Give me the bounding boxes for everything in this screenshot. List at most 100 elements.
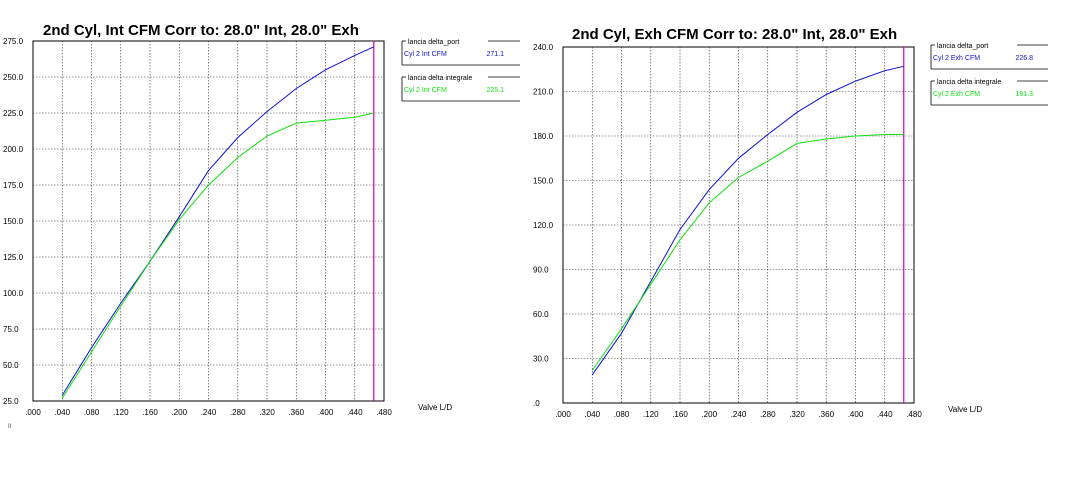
data-point <box>373 112 375 114</box>
legend-entry-value: 271.1 <box>486 51 504 58</box>
x-tick-label: .080 <box>614 410 630 419</box>
data-point <box>679 239 681 241</box>
data-point <box>324 119 326 121</box>
y-tick-label: 50.0 <box>3 361 19 370</box>
legend-series-name: lancia delta integrale <box>937 79 1001 86</box>
exh-cfm-chart: 2nd Cyl, Exh CFM Corr to: 28.0" Int, 28.… <box>533 26 1048 419</box>
x-tick-label: .280 <box>760 410 776 419</box>
data-point <box>295 122 297 124</box>
data-point <box>796 142 798 144</box>
data-point <box>373 46 375 48</box>
data-point <box>903 133 905 135</box>
y-tick-label: 100.0 <box>3 289 24 298</box>
data-point <box>266 110 268 112</box>
legend-series-name: lancia delta_port <box>937 43 988 50</box>
x-tick-label: .120 <box>643 410 659 419</box>
y-tick-label: 150.0 <box>533 177 554 186</box>
data-point <box>737 176 739 178</box>
data-point <box>825 138 827 140</box>
x-tick-label: .480 <box>376 408 392 417</box>
footer-mark: II <box>8 424 12 430</box>
x-tick-label: .280 <box>230 408 246 417</box>
x-tick-label: .000 <box>25 408 41 417</box>
series-line-2 <box>591 134 904 371</box>
data-point <box>708 202 710 204</box>
data-point <box>90 347 92 349</box>
y-tick-label: 250.0 <box>3 73 24 82</box>
data-point <box>295 87 297 89</box>
legend-entry-value: 181.3 <box>1015 91 1033 98</box>
x-tick-label: .120 <box>113 408 129 417</box>
x-tick-label: .440 <box>347 408 363 417</box>
x-tick-label: .080 <box>84 408 100 417</box>
data-point <box>90 351 92 353</box>
data-point <box>737 157 739 159</box>
data-point <box>207 184 209 186</box>
data-point <box>796 111 798 113</box>
int-cfm-chart: 2nd Cyl, Int CFM Corr to: 28.0" Int, 28.… <box>3 22 520 417</box>
chart-title: 2nd Cyl, Exh CFM Corr to: 28.0" Int, 28.… <box>572 26 897 43</box>
legend-entry-value: 225.1 <box>486 87 504 94</box>
x-tick-label: .000 <box>555 410 571 419</box>
int-cfm-chart-panel: 2nd Cyl, Int CFM Corr to: 28.0" Int, 28.… <box>0 0 530 440</box>
legend-entry-label: Cyl 2 Int CFM <box>404 51 447 58</box>
x-tick-label: .240 <box>731 410 747 419</box>
legend-entry-label: Cyl 2 Exh CFM <box>933 91 980 98</box>
x-tick-label: .480 <box>906 410 922 419</box>
x-axis-label: Valve L/D <box>418 403 452 412</box>
data-point <box>767 160 769 162</box>
x-tick-label: .360 <box>288 408 304 417</box>
data-point <box>825 93 827 95</box>
x-tick-label: .240 <box>201 408 217 417</box>
x-tick-label: .040 <box>54 408 70 417</box>
data-point <box>266 135 268 137</box>
data-point <box>767 133 769 135</box>
data-point <box>149 260 151 262</box>
y-tick-label: 210.0 <box>533 88 554 97</box>
y-tick-label: 75.0 <box>3 325 19 334</box>
y-tick-label: 150.0 <box>3 217 24 226</box>
data-point <box>61 397 63 399</box>
data-point <box>903 65 905 67</box>
legend-series-name: lancia delta_port <box>408 39 459 46</box>
data-point <box>207 169 209 171</box>
data-point <box>324 69 326 71</box>
data-point <box>120 305 122 307</box>
y-tick-label: 30.0 <box>533 355 549 364</box>
y-tick-label: 200.0 <box>3 145 24 154</box>
data-point <box>354 54 356 56</box>
y-tick-label: 275.0 <box>3 37 24 46</box>
data-point <box>884 133 886 135</box>
data-point <box>178 218 180 220</box>
x-tick-label: .040 <box>584 410 600 419</box>
series-line-1 <box>61 46 375 396</box>
y-tick-label: 180.0 <box>533 132 554 141</box>
data-point <box>237 156 239 158</box>
data-point <box>620 332 622 334</box>
data-point <box>237 136 239 138</box>
data-point <box>178 215 180 217</box>
series-line-1 <box>591 65 904 376</box>
x-tick-label: .200 <box>701 410 717 419</box>
data-point <box>884 70 886 72</box>
data-point <box>679 228 681 230</box>
data-point <box>854 80 856 82</box>
legend-entry-label: Cyl 2 Exh CFM <box>933 55 980 62</box>
data-point <box>591 374 593 376</box>
y-tick-label: 240.0 <box>533 43 554 52</box>
legend-entry-value: 226.8 <box>1015 55 1033 62</box>
data-point <box>854 135 856 137</box>
series-line-2 <box>61 112 374 399</box>
y-tick-label: .0 <box>533 399 540 408</box>
y-tick-label: 225.0 <box>3 109 24 118</box>
x-tick-label: .400 <box>848 410 864 419</box>
x-tick-label: .320 <box>259 408 275 417</box>
y-tick-label: 175.0 <box>3 181 24 190</box>
exh-cfm-chart-panel: 2nd Cyl, Exh CFM Corr to: 28.0" Int, 28.… <box>530 0 1074 440</box>
y-tick-label: 120.0 <box>533 221 554 230</box>
data-point <box>620 328 622 330</box>
y-tick-label: 90.0 <box>533 266 549 275</box>
x-tick-label: .200 <box>171 408 187 417</box>
chart-title: 2nd Cyl, Int CFM Corr to: 28.0" Int, 28.… <box>43 22 359 39</box>
x-tick-label: .160 <box>672 410 688 419</box>
